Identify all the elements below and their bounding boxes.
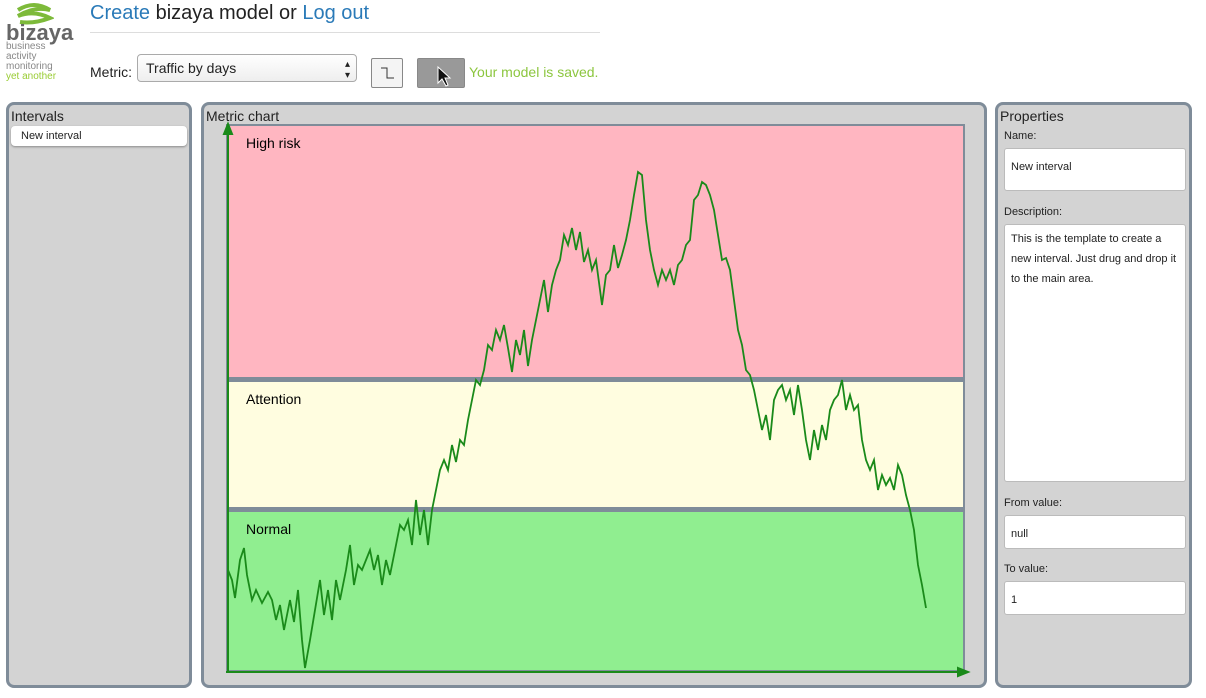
logo-tagline: yet another <box>6 71 57 82</box>
metric-label: Metric: <box>90 64 132 80</box>
field-label: From value: <box>1004 497 1063 509</box>
divider <box>90 32 600 33</box>
metric-select[interactable]: Traffic by days ▴ ▾ <box>137 54 357 82</box>
chart-panel: Metric chart <box>201 102 987 688</box>
intervals-panel: Intervals New interval <box>6 102 192 688</box>
step-icon <box>381 67 394 79</box>
field-label: To value: <box>1004 563 1049 575</box>
logo-line: business <box>6 41 46 52</box>
properties-panel: Properties Name: New interval Descriptio… <box>995 102 1192 688</box>
to-input[interactable]: 1 <box>1004 581 1186 615</box>
metric-value: Traffic by days <box>146 60 237 76</box>
logo-line: monitoring <box>6 61 53 72</box>
interval-item[interactable]: New interval <box>11 126 187 146</box>
select-arrow: ▴ ▾ <box>344 59 350 81</box>
pointer-tool-button[interactable] <box>417 58 465 88</box>
panel-title: Properties <box>1000 108 1064 124</box>
logo-lines: business activity monitoring yet another <box>6 42 56 82</box>
pointer-icon <box>437 65 452 87</box>
heading-text: bizaya model or <box>155 2 297 24</box>
field-label: Name: <box>1004 130 1037 142</box>
panel-title: Metric chart <box>206 108 280 124</box>
logout-link[interactable]: Log out <box>302 2 370 24</box>
logo[interactable]: bizaya business activity monitoring yet … <box>6 2 74 82</box>
from-input[interactable]: null <box>1004 515 1186 549</box>
logo-line: activity <box>6 51 37 62</box>
name-input[interactable]: New interval <box>1004 148 1186 191</box>
panel-title: Intervals <box>11 108 64 124</box>
logo-name: bizaya <box>6 20 74 45</box>
status-message: Your model is saved. <box>469 64 599 80</box>
heading: Create bizaya model or Log out <box>90 2 369 25</box>
description-input[interactable]: This is the template to create a new int… <box>1004 224 1186 482</box>
create-link[interactable]: Create <box>90 2 151 24</box>
step-tool-button[interactable] <box>371 58 403 88</box>
field-label: Description: <box>1004 206 1063 218</box>
logo-icon <box>16 3 54 25</box>
